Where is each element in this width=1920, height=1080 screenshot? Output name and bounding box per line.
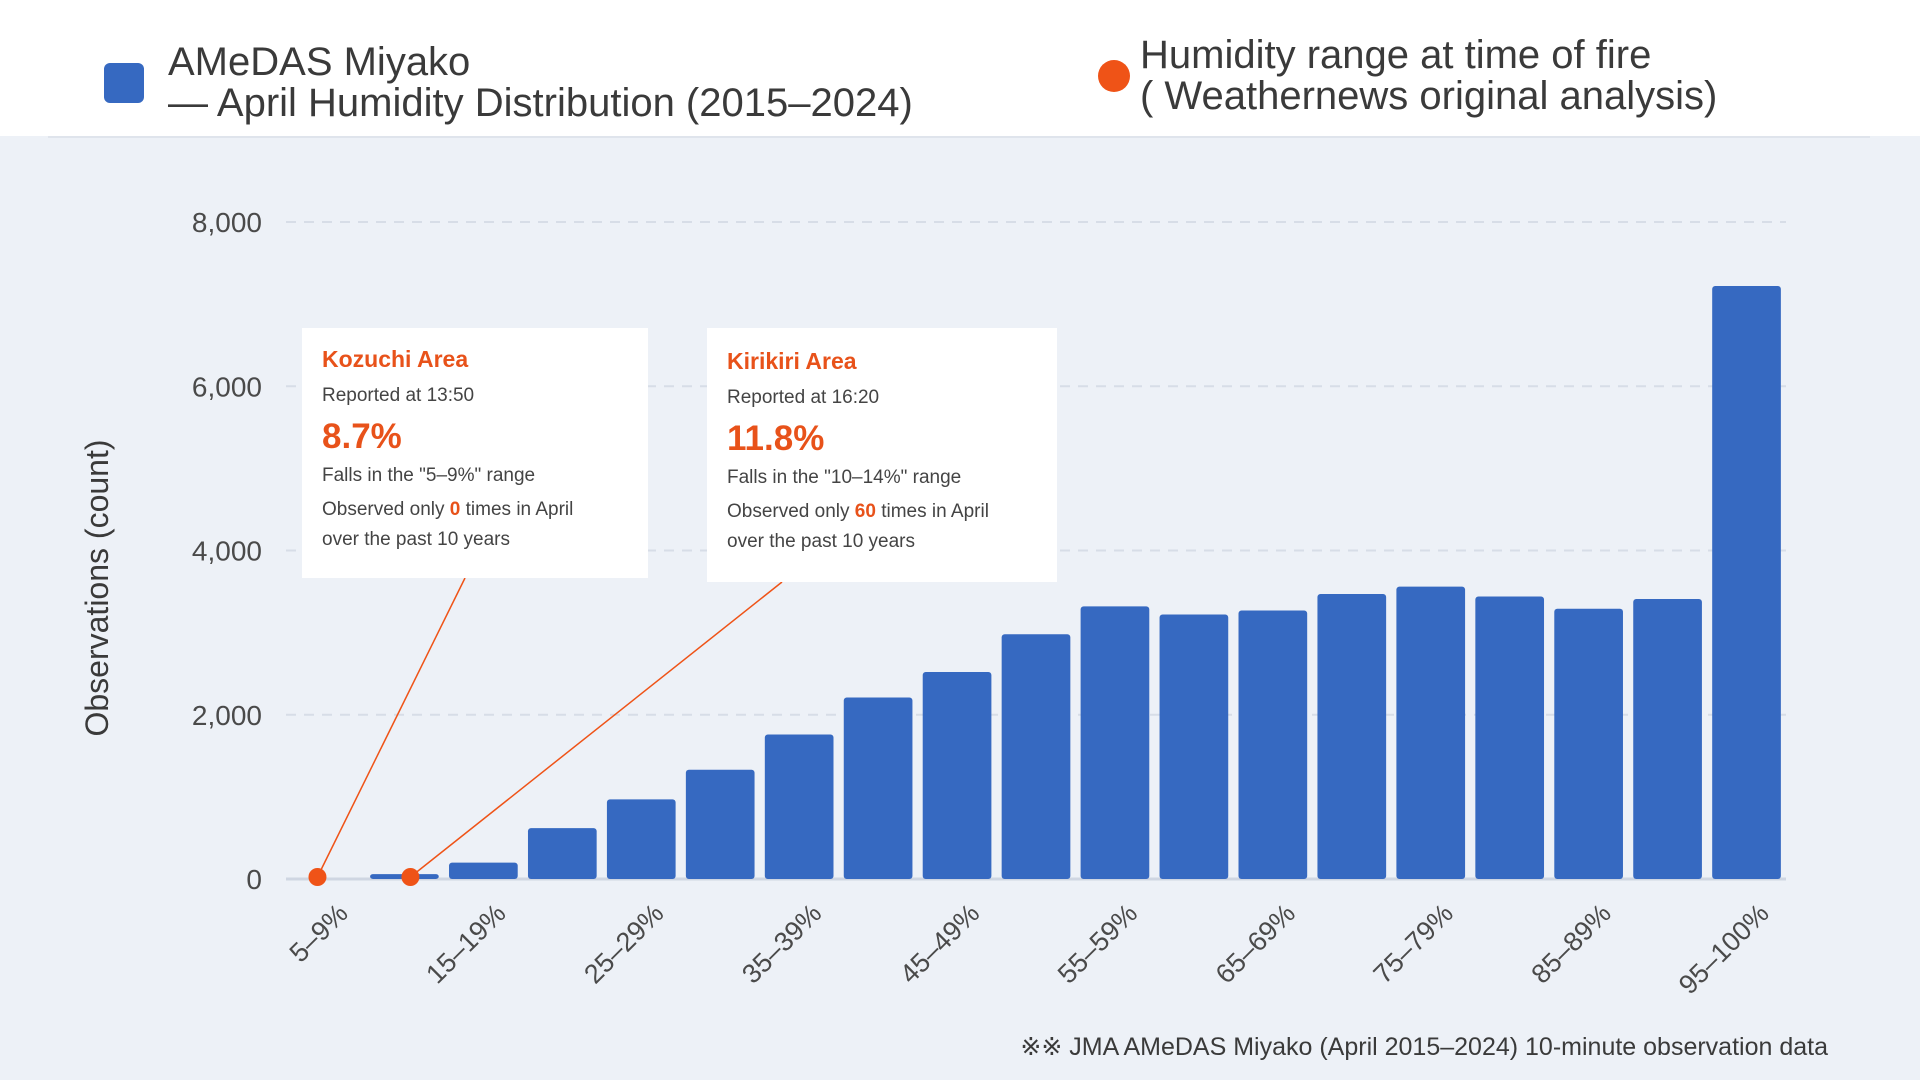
bar: [764, 734, 834, 879]
bar: [1159, 614, 1229, 879]
y-tick-label: 0: [246, 864, 262, 895]
legend-marker-line1: Humidity range at time of fire: [1140, 33, 1652, 77]
bar: [843, 697, 913, 879]
x-tick-label: 5–9%: [284, 898, 354, 968]
x-tick-label: 25–29%: [578, 898, 669, 989]
x-tick-label: 75–79%: [1368, 898, 1459, 989]
x-tick-label: 35–39%: [736, 898, 827, 989]
x-axis-ticks: 5–9% 15–19% 25–29% 35–39% 45–49% 55–59% 65–69%…: [284, 898, 1775, 1000]
bar: [1080, 606, 1150, 879]
legend-marker-label: Humidity range at time of fire ( Weather…: [1140, 35, 1717, 117]
callout-time: Reported at 16:20: [727, 387, 880, 408]
bar: [1396, 586, 1466, 879]
callout-observations: Observed only 60 times in April over the…: [727, 497, 1057, 557]
callout-range: Falls in the "10–14%" range: [727, 467, 962, 488]
bar: [922, 672, 992, 879]
bars: [370, 286, 1781, 879]
callout-kozuchi: Kozuchi Area Reported at 13:50 8.7% Fall…: [302, 328, 648, 578]
legend-series: AMeDAS Miyako — April Humidity Distribut…: [104, 42, 913, 124]
legend-marker-line2: ( Weathernews original analysis): [1140, 74, 1718, 118]
callout-obs-suffix: times in April: [875, 501, 989, 522]
callout-leader-line: [316, 577, 466, 878]
legend-marker: Humidity range at time of fire ( Weather…: [1098, 35, 1717, 117]
bar: [606, 799, 676, 879]
footnote: ※※ JMA AMeDAS Miyako (April 2015–2024) 1…: [1020, 1033, 1828, 1061]
callout-leader-line: [409, 581, 783, 878]
fire-humidity-marker: [308, 868, 327, 886]
legend-divider: [48, 136, 1870, 138]
x-tick-label: 45–49%: [894, 898, 985, 989]
y-tick-label: 2,000: [192, 700, 262, 731]
callout-obs-prefix: Observed only: [322, 499, 450, 520]
bar: [527, 828, 597, 879]
legend-marker-swatch: [1098, 60, 1130, 92]
bar: [449, 862, 518, 879]
callout-obs-line2: over the past 10 years: [727, 531, 915, 552]
y-tick-label: 8,000: [192, 207, 262, 238]
callout-range: Falls in the "5–9%" range: [322, 465, 536, 486]
callout-title: Kozuchi Area: [322, 346, 469, 372]
bar: [1554, 608, 1623, 879]
y-axis-ticks: 0 2,000 4,000 6,000 8,000: [192, 207, 262, 895]
callout-kirikiri: Kirikiri Area Reported at 16:20 11.8% Fa…: [707, 328, 1057, 582]
callout-value: 11.8%: [727, 419, 825, 458]
fire-humidity-markers: [308, 868, 420, 886]
bar: [1317, 594, 1387, 879]
callout-title: Kirikiri Area: [727, 348, 857, 374]
bar: [1475, 596, 1545, 879]
x-tick-label: 95–100%: [1673, 898, 1775, 1000]
y-tick-label: 6,000: [192, 371, 262, 402]
x-tick-label: 85–89%: [1526, 898, 1617, 989]
bar: [685, 769, 755, 879]
x-tick-label: 65–69%: [1210, 898, 1301, 989]
bar: [1001, 634, 1071, 879]
y-axis-label: Observations (count): [79, 439, 115, 736]
callout-obs-suffix: times in April: [460, 499, 574, 520]
callout-leader-lines: [316, 577, 783, 878]
legend-series-line2: — April Humidity Distribution (2015–2024…: [168, 81, 913, 125]
fire-humidity-marker: [401, 868, 420, 886]
x-tick-label: 15–19%: [420, 898, 511, 989]
x-tick-label: 55–59%: [1052, 898, 1143, 989]
bar: [1712, 286, 1781, 879]
legend-series-label: AMeDAS Miyako — April Humidity Distribut…: [168, 42, 913, 124]
callout-obs-line2: over the past 10 years: [322, 529, 510, 550]
legend-series-swatch: [104, 63, 144, 103]
y-tick-label: 4,000: [192, 536, 262, 567]
callout-obs-count: 0: [449, 499, 461, 520]
legend-series-line1: AMeDAS Miyako: [168, 40, 471, 84]
legend-bar: [0, 0, 1920, 136]
bar: [1238, 610, 1308, 879]
callout-observations: Observed only 0 times in April over the …: [322, 495, 648, 555]
callout-obs-count: 60: [854, 501, 876, 522]
callout-value: 8.7%: [322, 417, 402, 456]
callout-obs-prefix: Observed only: [727, 501, 855, 522]
bar: [1633, 598, 1702, 879]
callout-time: Reported at 13:50: [322, 385, 475, 406]
